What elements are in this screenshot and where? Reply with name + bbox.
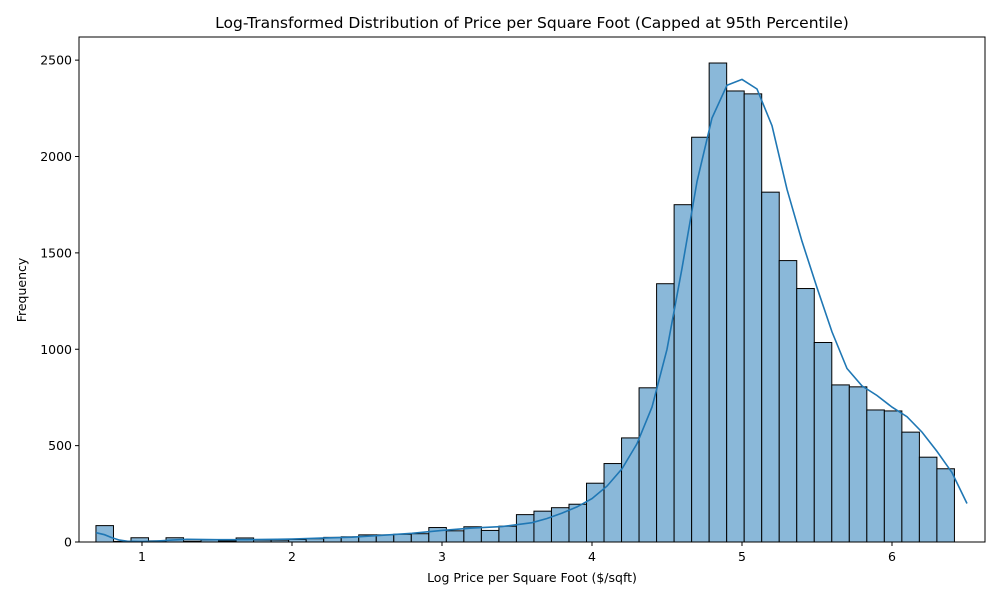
histogram-bar bbox=[480, 529, 500, 543]
histogram-bar bbox=[743, 93, 763, 543]
histogram-bar bbox=[761, 191, 780, 543]
y-tick-label: 500 bbox=[48, 438, 72, 453]
histogram-bar bbox=[586, 482, 605, 543]
x-tick-label: 1 bbox=[138, 549, 146, 564]
histogram-bar bbox=[813, 342, 833, 543]
histogram-bar bbox=[831, 384, 850, 543]
histogram-bar bbox=[603, 463, 623, 543]
histogram-bar bbox=[445, 530, 465, 543]
histogram-bar bbox=[708, 62, 728, 543]
histogram-bar bbox=[498, 525, 517, 543]
y-axis: 0 500 1000 1500 2000 2500 bbox=[40, 53, 79, 550]
x-tick-label: 3 bbox=[438, 549, 446, 564]
x-tick-label: 2 bbox=[288, 549, 296, 564]
histogram-bar bbox=[918, 456, 938, 543]
histogram-bar bbox=[848, 386, 868, 543]
x-tick-label: 5 bbox=[738, 549, 746, 564]
chart-title: Log-Transformed Distribution of Price pe… bbox=[215, 14, 849, 32]
histogram-bar bbox=[936, 468, 955, 543]
x-tick-label: 4 bbox=[588, 549, 596, 564]
histogram-bar bbox=[515, 514, 535, 543]
plot-frame bbox=[78, 36, 986, 543]
x-axis: 1 2 3 4 5 6 bbox=[138, 542, 896, 564]
x-tick-label: 6 bbox=[888, 549, 896, 564]
y-tick-label: 1000 bbox=[40, 342, 72, 357]
histogram-bar bbox=[726, 90, 745, 543]
histogram-bar bbox=[410, 533, 430, 543]
histogram-bar bbox=[796, 288, 815, 543]
histogram-bar bbox=[883, 410, 903, 543]
histogram-bar bbox=[866, 409, 885, 543]
histogram-bar bbox=[901, 431, 920, 543]
kde-curve bbox=[95, 78, 968, 543]
bars-group bbox=[95, 62, 955, 543]
y-axis-label: Frequency bbox=[14, 257, 29, 322]
y-tick-label: 2500 bbox=[40, 53, 72, 68]
histogram-bar bbox=[393, 533, 412, 543]
y-tick-label: 1500 bbox=[40, 245, 72, 260]
histogram-bar bbox=[550, 507, 570, 543]
histogram-bar bbox=[778, 260, 798, 543]
y-tick-label: 2000 bbox=[40, 149, 72, 164]
x-axis-label: Log Price per Square Foot ($/sqft) bbox=[427, 570, 637, 585]
histogram-bar bbox=[638, 387, 658, 543]
histogram-bar bbox=[533, 510, 552, 543]
histogram-bar bbox=[673, 204, 693, 543]
y-tick-label: 0 bbox=[64, 535, 72, 550]
